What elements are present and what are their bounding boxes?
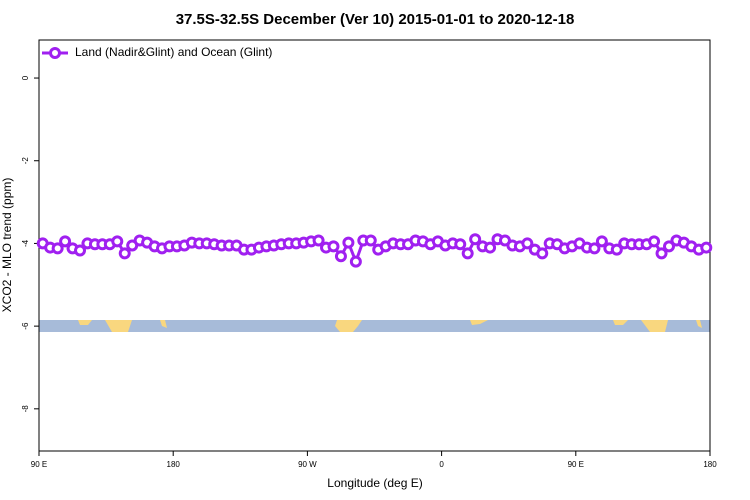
legend: Land (Nadir&Glint) and Ocean (Glint) (42, 45, 272, 59)
data-point (59, 235, 72, 248)
data-point (655, 247, 668, 260)
y-tick-label: 0 (21, 75, 30, 80)
legend-label: Land (Nadir&Glint) and Ocean (Glint) (75, 45, 272, 59)
land (613, 320, 628, 325)
x-tick-label: 90 E (568, 460, 584, 469)
x-tick-label: 180 (167, 460, 181, 469)
y-tick-label: -4 (21, 239, 30, 247)
data-point (74, 244, 87, 257)
data-point (484, 241, 497, 254)
data-point (349, 255, 362, 268)
data-point (327, 240, 340, 253)
data-point (454, 238, 467, 251)
x-axis-label: Longitude (deg E) (327, 476, 422, 490)
land (78, 320, 92, 325)
data-point (469, 233, 482, 246)
data-point (312, 234, 325, 247)
data-point (118, 247, 131, 260)
data-point (334, 250, 347, 263)
data-point (595, 235, 608, 248)
y-tick-label: -8 (21, 405, 30, 413)
map-strip (39, 320, 710, 332)
ocean-band (39, 320, 710, 332)
data-point (342, 236, 355, 249)
land (696, 320, 702, 328)
y-tick-label: -6 (21, 322, 30, 330)
data-point (461, 247, 474, 260)
data-point (648, 235, 661, 248)
data-point (536, 247, 549, 260)
land (641, 320, 668, 332)
legend-marker (49, 47, 61, 59)
land (470, 320, 488, 325)
y-tick-label: -2 (21, 157, 30, 165)
data-point (610, 243, 623, 256)
x-tick-label: 90 E (31, 460, 47, 469)
x-tick-label: 90 W (298, 460, 317, 469)
data-point (588, 242, 601, 255)
chart-title: 37.5S-32.5S December (Ver 10) 2015-01-01… (176, 11, 575, 28)
land (105, 320, 132, 332)
x-tick-label: 180 (703, 460, 717, 469)
data-point (51, 242, 64, 255)
y-axis-label: XCO2 - MLO trend (ppm) (0, 178, 14, 313)
data-point (364, 234, 377, 247)
data-point (521, 237, 534, 250)
x-tick-label: 0 (439, 460, 444, 469)
data-point (662, 240, 675, 253)
land (160, 320, 167, 328)
data-point (700, 241, 713, 254)
data-point (111, 235, 124, 248)
land (335, 320, 362, 332)
